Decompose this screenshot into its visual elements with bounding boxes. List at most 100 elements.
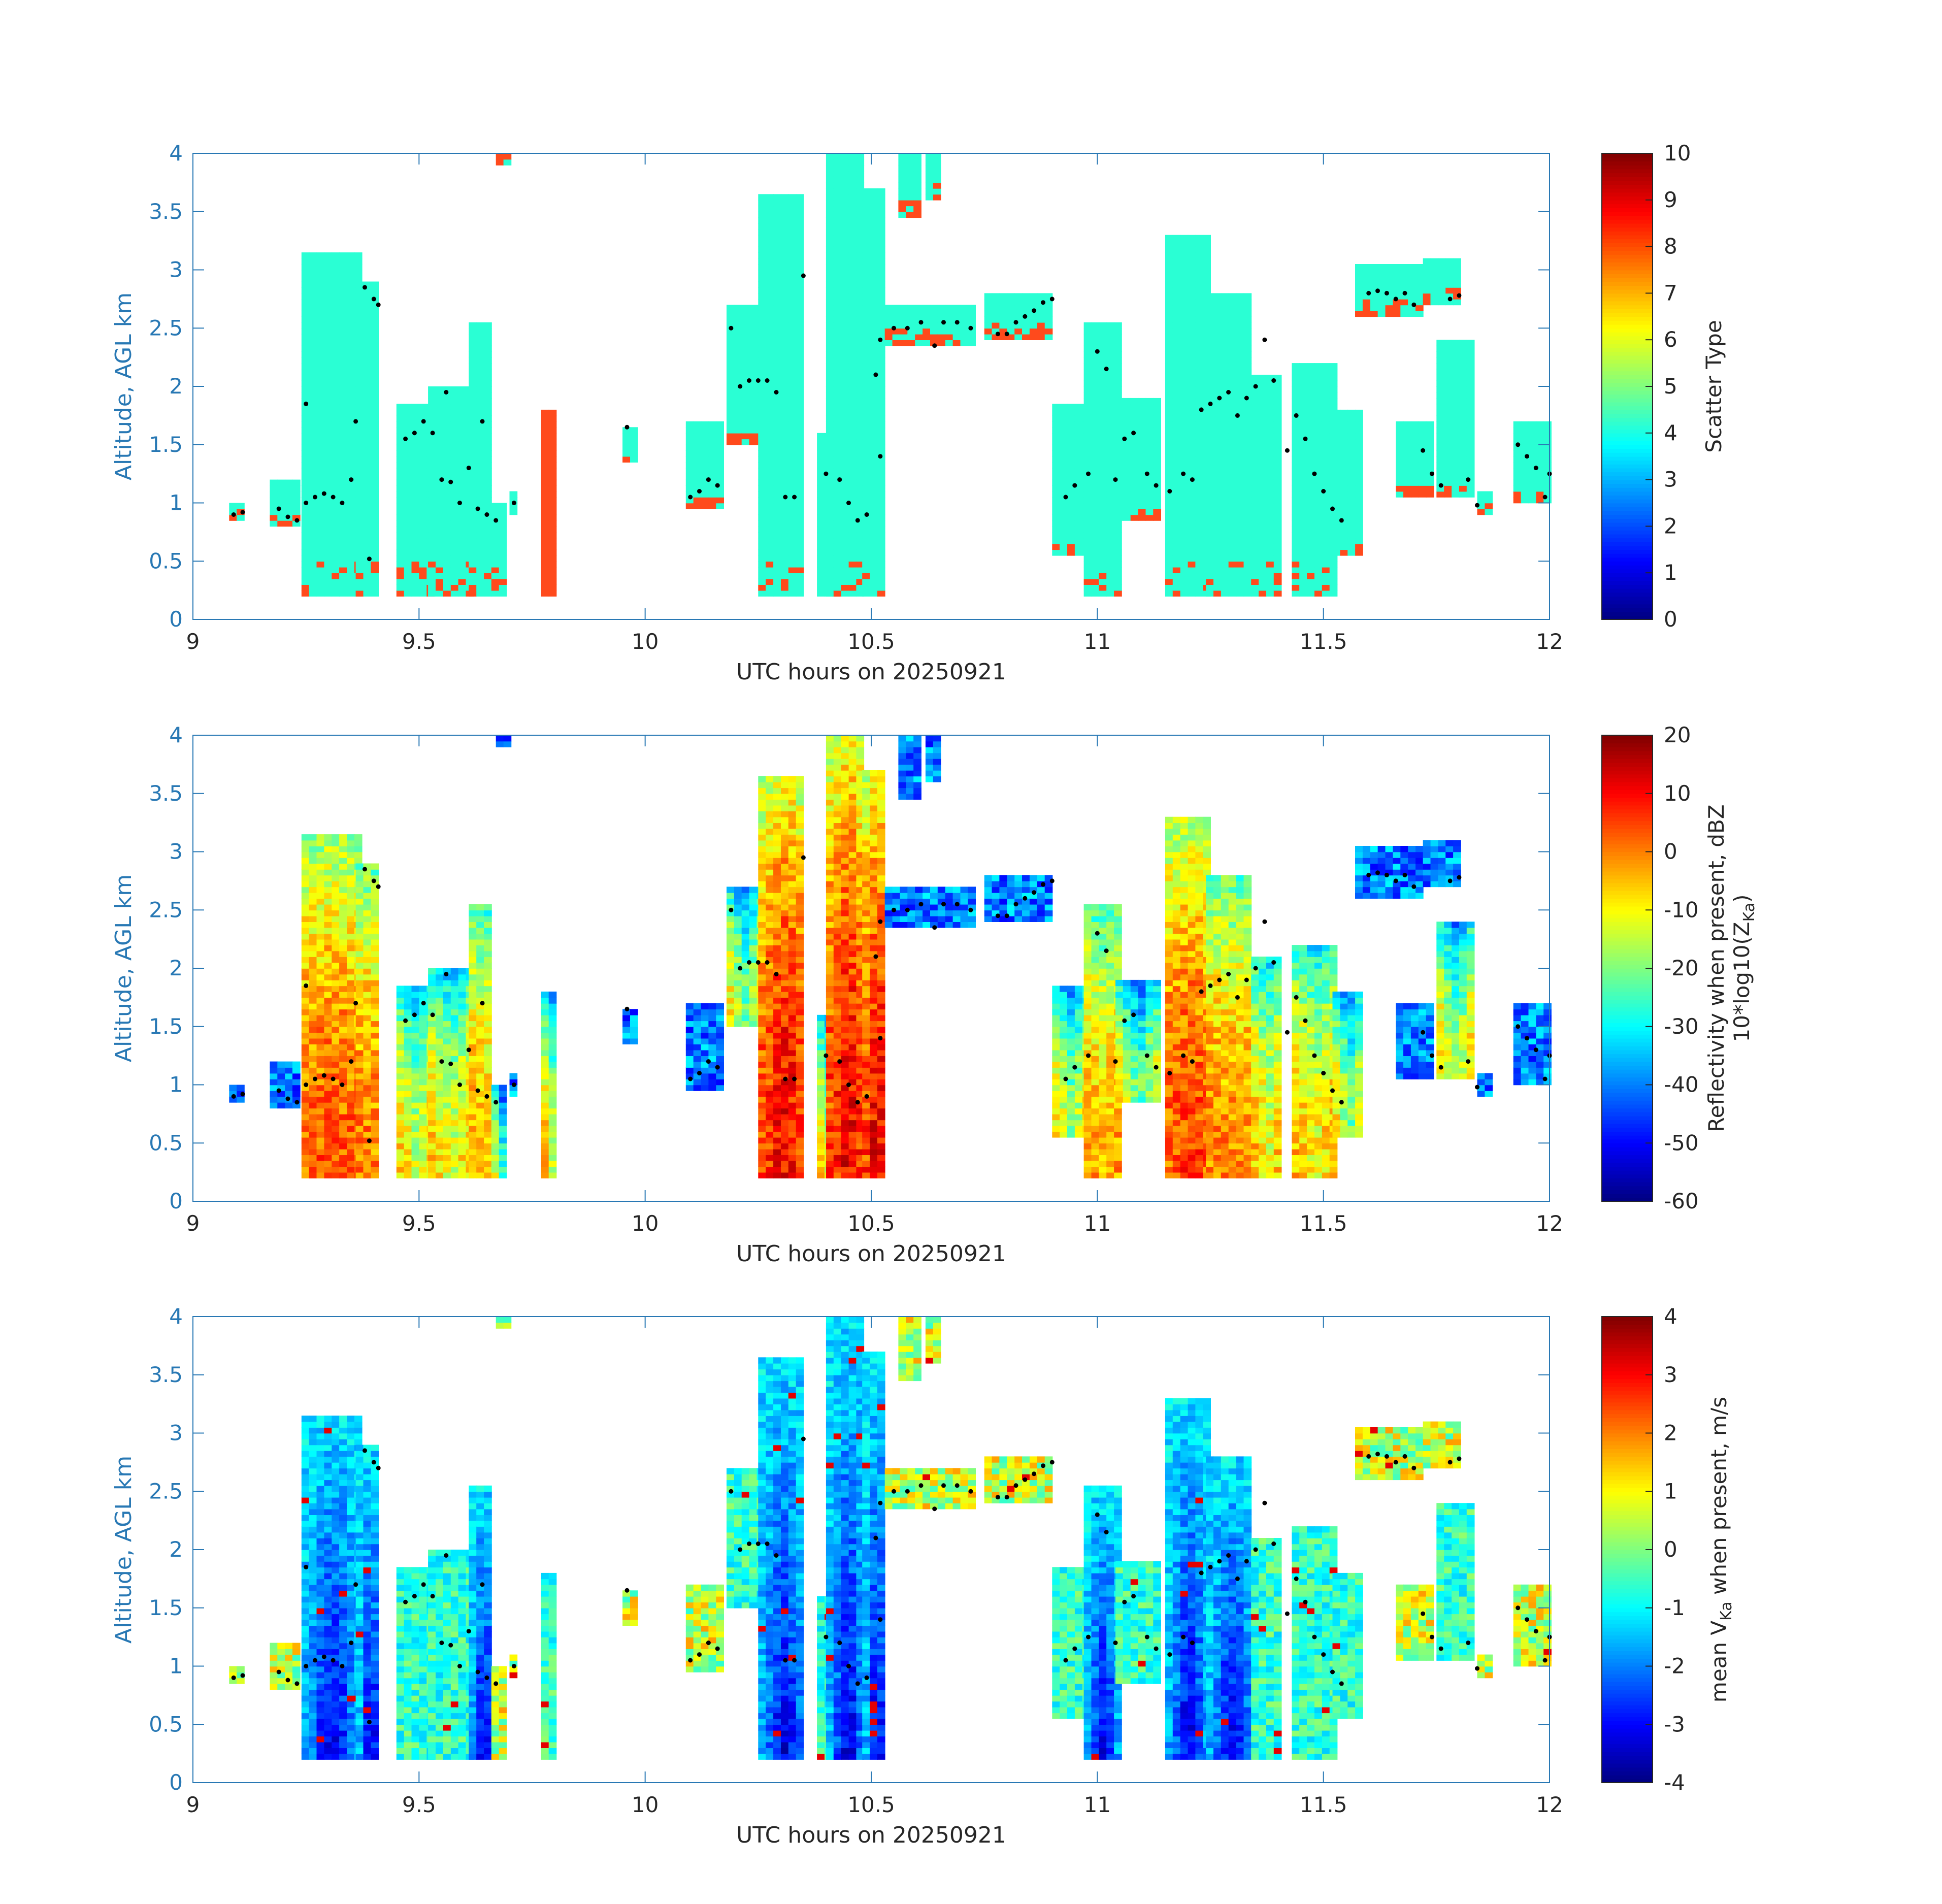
- heatmap-cell: [913, 153, 921, 160]
- heatmap-cell: [930, 328, 938, 335]
- heatmap-cell: [848, 182, 857, 189]
- heatmap-cell: [1052, 456, 1060, 463]
- heatmap-cell: [458, 439, 467, 445]
- heatmap-cell: [1172, 456, 1181, 463]
- heatmap-cell: [1322, 415, 1330, 422]
- heatmap-cell: [716, 450, 724, 457]
- heatmap-cell: [347, 258, 355, 265]
- heatmap-cell: [1329, 380, 1338, 387]
- heatmap-cell: [906, 194, 914, 201]
- heatmap-cell: [1307, 485, 1315, 492]
- heatmap-cell: [339, 386, 347, 393]
- heatmap-cell: [1195, 584, 1204, 591]
- heatmap-cell: [1322, 567, 1330, 573]
- heatmap-cell: [1466, 415, 1475, 422]
- heatmap-cell: [796, 584, 804, 591]
- heatmap-cell: [856, 246, 865, 253]
- heatmap-cell: [316, 299, 325, 306]
- heatmap-cell: [324, 287, 333, 294]
- heatmap-cell: [833, 246, 842, 253]
- heatmap-cell: [1165, 363, 1173, 370]
- heatmap-cell: [773, 415, 781, 422]
- heatmap-cell: [766, 398, 774, 405]
- heatmap-cell: [301, 328, 310, 335]
- heatmap-cell: [1436, 474, 1444, 480]
- heatmap-cell: [1172, 543, 1181, 550]
- heatmap-cell: [856, 345, 865, 352]
- heatmap-cell: [1145, 421, 1154, 428]
- heatmap-cell: [476, 328, 484, 335]
- heatmap-cell: [1521, 462, 1529, 469]
- heatmap-cell: [1106, 433, 1114, 440]
- heatmap-cell: [796, 392, 804, 399]
- heatmap-cell: [1266, 415, 1274, 422]
- heatmap-cell: [436, 538, 444, 544]
- heatmap-cell: [796, 474, 804, 480]
- heatmap-cell: [1114, 380, 1122, 387]
- heatmap-cell: [1195, 375, 1204, 381]
- heatmap-cell: [933, 176, 941, 183]
- heatmap-cell: [856, 211, 865, 218]
- heatmap-cell: [1165, 439, 1173, 445]
- heatmap-cell: [484, 555, 492, 562]
- heatmap-cell: [1099, 474, 1107, 480]
- heatmap-cell: [727, 427, 735, 434]
- heatmap-cell: [841, 211, 849, 218]
- heatmap-cell: [907, 322, 915, 329]
- heatmap-cell: [1362, 310, 1371, 317]
- heatmap-cell: [856, 444, 865, 451]
- heatmap-cell: [1228, 485, 1237, 492]
- heatmap-cell: [1340, 532, 1348, 539]
- heatmap-cell: [450, 561, 459, 568]
- heatmap-cell: [766, 270, 774, 276]
- heatmap-cell: [277, 491, 285, 498]
- heatmap-cell: [450, 392, 459, 399]
- heatmap-cell: [1332, 468, 1341, 474]
- heatmap-cell: [1221, 310, 1229, 317]
- heatmap-cell: [898, 200, 907, 207]
- heatmap-cell: [727, 316, 735, 323]
- heatmap-cell: [1543, 456, 1552, 463]
- heatmap-cell: [443, 433, 451, 440]
- heatmap-cell: [862, 351, 870, 358]
- heatmap-cell: [1452, 485, 1460, 492]
- heatmap-cell: [701, 444, 709, 451]
- heatmap-cell: [1138, 514, 1146, 521]
- heatmap-cell: [848, 252, 857, 259]
- heatmap-cell: [1403, 485, 1411, 492]
- heatmap-cell: [841, 299, 849, 306]
- heatmap-cell: [1307, 503, 1315, 509]
- heatmap-cell: [817, 532, 825, 539]
- heatmap-cell: [1067, 474, 1075, 480]
- heatmap-cell: [758, 439, 766, 445]
- heatmap-cell: [1292, 375, 1300, 381]
- heatmap-cell: [428, 439, 436, 445]
- heatmap-cell: [758, 409, 766, 416]
- heatmap-cell: [1037, 305, 1045, 311]
- heatmap-cell: [1213, 520, 1222, 527]
- heatmap-cell: [541, 561, 549, 568]
- heatmap-cell: [355, 584, 364, 591]
- heatmap-cell: [727, 345, 735, 352]
- heatmap-cell: [541, 549, 549, 556]
- heatmap-cell: [1322, 462, 1330, 469]
- heatmap-cell: [1329, 363, 1338, 370]
- heatmap-cell: [1347, 538, 1356, 544]
- cloud-base-marker: [1144, 471, 1149, 476]
- heatmap-cell: [841, 573, 849, 579]
- heatmap-cell: [826, 206, 834, 212]
- heatmap-cell: [826, 543, 834, 550]
- heatmap-cell: [332, 299, 340, 306]
- heatmap-cell: [1347, 532, 1356, 539]
- heatmap-cell: [1188, 526, 1196, 533]
- heatmap-cell: [841, 439, 849, 445]
- heatmap-cell: [1436, 433, 1444, 440]
- heatmap-cell: [758, 264, 766, 271]
- heatmap-cell: [1322, 514, 1330, 521]
- heatmap-cell: [734, 357, 742, 364]
- heatmap-cell: [1115, 409, 1124, 416]
- heatmap-cell: [1452, 357, 1460, 364]
- heatmap-cell: [716, 497, 724, 504]
- heatmap-cell: [1114, 584, 1122, 591]
- heatmap-cell: [1251, 404, 1259, 410]
